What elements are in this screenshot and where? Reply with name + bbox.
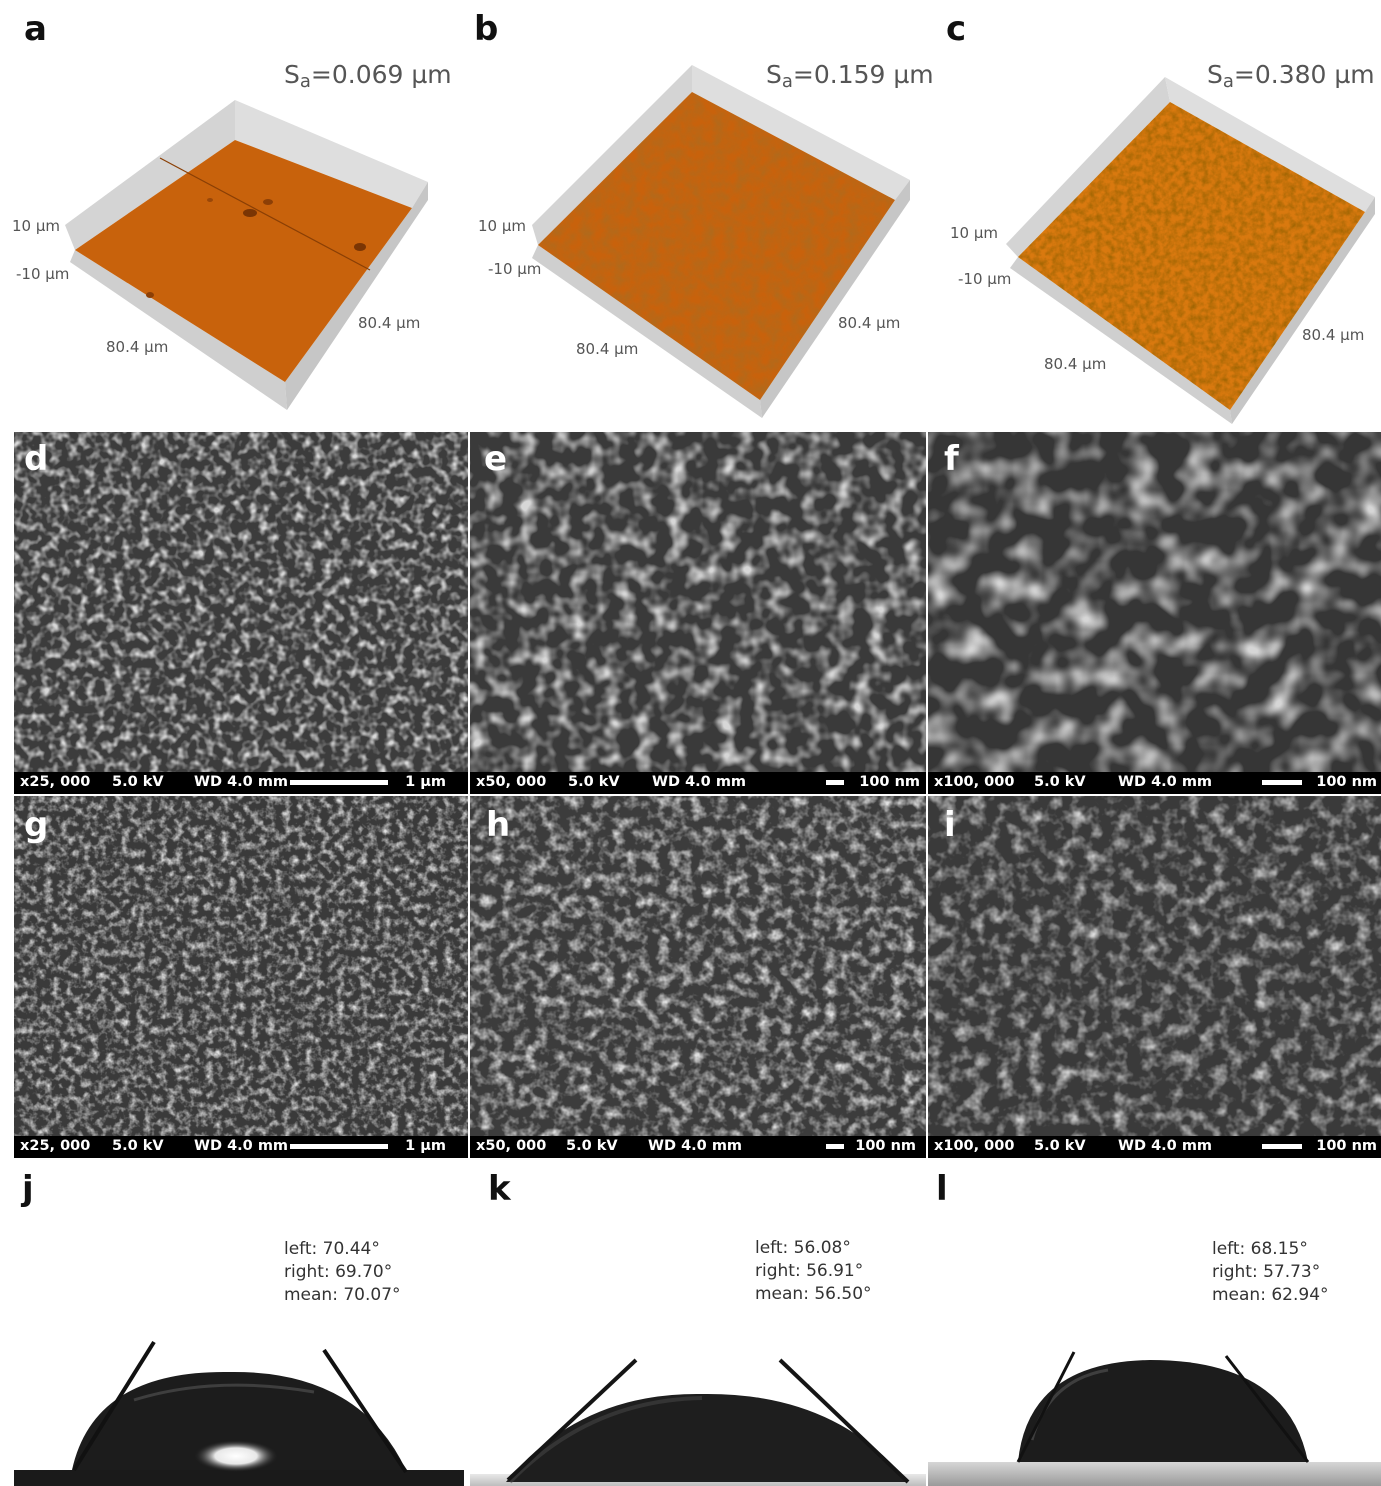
sem-image-h: h x50, 000 5.0 kV WD 4.0 mm 100 nm [470,796,926,1158]
contact-angle-readout-l: left: 68.15° right: 57.73° mean: 62.94° [1212,1238,1329,1307]
mean-angle: mean: 70.07° [284,1285,401,1305]
right-angle: right: 57.73° [1212,1262,1321,1282]
surface-plot-c [1006,77,1375,424]
x-axis-label-a: 80.4 µm [106,338,169,356]
sem-voltage: 5.0 kV [1034,774,1086,790]
x-axis-label-c: 80.4 µm [1044,355,1107,373]
scale-bar-label: 100 nm [1316,1138,1377,1154]
y-axis-label-b: 80.4 µm [838,314,901,332]
sem-image-f: f x100, 000 5.0 kV WD 4.0 mm 100 nm [928,432,1381,794]
panel-label-g: g [24,805,49,845]
sem-image-i: i x100, 000 5.0 kV WD 4.0 mm 100 nm [928,796,1381,1158]
panel-label-a: a [24,9,47,49]
sem-magnification: x100, 000 [934,774,1015,790]
surface-plot-b [532,65,910,418]
z-bottom-label-b: -10 µm [488,260,542,278]
sa-value-b: Sa=0.159 µm [766,60,934,92]
sem-info-bar-g: x25, 000 5.0 kV WD 4.0 mm 1 µm [14,1136,468,1158]
sem-working-distance: WD 4.0 mm [648,1138,743,1154]
droplet-image-j [14,1340,464,1486]
contact-angle-readout-k: left: 56.08° right: 56.91° mean: 56.50° [755,1237,872,1306]
sem-magnification: x25, 000 [20,774,91,790]
scale-bar [826,780,844,785]
left-angle: left: 70.44° [284,1239,380,1259]
sem-image-g: g x25, 000 5.0 kV WD 4.0 mm 1 µm [14,796,468,1158]
z-bottom-label-a: -10 µm [16,265,70,283]
sem-voltage: 5.0 kV [566,1138,618,1154]
z-top-label-a: 10 µm [12,217,61,235]
sem-image-d: d x25, 000 5.0 kV WD 4.0 mm 1 µm [14,432,468,794]
droplet-image-l [928,1351,1381,1486]
sem-voltage: 5.0 kV [1034,1138,1086,1154]
scale-bar-label: 1 µm [405,774,446,790]
left-angle: left: 68.15° [1212,1239,1308,1259]
sem-working-distance: WD 4.0 mm [194,1138,289,1154]
scale-bar-label: 1 µm [405,1138,446,1154]
panel-label-h: h [486,805,511,845]
sem-voltage: 5.0 kV [112,1138,164,1154]
sem-magnification: x50, 000 [476,774,547,790]
droplet-image-k [470,1358,926,1486]
sem-magnification: x100, 000 [934,1138,1015,1154]
contact-angle-readout-j: left: 70.44° right: 69.70° mean: 70.07° [284,1238,401,1307]
z-top-label-c: 10 µm [950,224,999,242]
panel-label-l: l [936,1169,948,1209]
sem-magnification: x25, 000 [20,1138,91,1154]
panel-label-k: k [488,1169,511,1209]
scale-bar-label: 100 nm [855,1138,916,1154]
mean-angle: mean: 62.94° [1212,1285,1329,1305]
sem-voltage: 5.0 kV [568,774,620,790]
panel-label-d: d [24,439,49,479]
sem-info-bar-f: x100, 000 5.0 kV WD 4.0 mm 100 nm [928,772,1381,794]
sa-value-c: Sa=0.380 µm [1207,60,1375,92]
z-bottom-label-c: -10 µm [958,270,1012,288]
left-angle: left: 56.08° [755,1238,851,1258]
sem-voltage: 5.0 kV [112,774,164,790]
panel-label-b: b [474,9,499,49]
panel-label-j: j [22,1169,34,1209]
scale-bar [290,1144,388,1149]
panel-label-i: i [944,805,956,845]
sem-info-bar-i: x100, 000 5.0 kV WD 4.0 mm 100 nm [928,1136,1381,1158]
sem-image-e: e x50, 000 5.0 kV WD 4.0 mm 100 nm [470,432,926,794]
sem-info-bar-h: x50, 000 5.0 kV WD 4.0 mm 100 nm [470,1136,926,1158]
scale-bar [826,1144,844,1149]
panel-label-e: e [484,439,508,479]
sem-working-distance: WD 4.0 mm [652,774,747,790]
scale-bar [1262,1144,1302,1149]
z-top-label-b: 10 µm [478,217,527,235]
right-angle: right: 69.70° [284,1262,393,1282]
mean-angle: mean: 56.50° [755,1284,872,1304]
scale-bar-label: 100 nm [1316,774,1377,790]
sa-value-a: Sa=0.069 µm [284,60,452,92]
panel-label-f: f [944,439,959,479]
panel-label-c: c [946,9,967,49]
sem-working-distance: WD 4.0 mm [1118,774,1213,790]
sem-working-distance: WD 4.0 mm [194,774,289,790]
scale-bar [290,780,388,785]
x-axis-label-b: 80.4 µm [576,340,639,358]
sem-working-distance: WD 4.0 mm [1118,1138,1213,1154]
sem-magnification: x50, 000 [476,1138,547,1154]
sem-info-bar-d: x25, 000 5.0 kV WD 4.0 mm 1 µm [14,772,468,794]
scale-bar-label: 100 nm [859,774,920,790]
sem-info-bar-e: x50, 000 5.0 kV WD 4.0 mm 100 nm [470,772,926,794]
y-axis-label-a: 80.4 µm [358,314,421,332]
scale-bar [1262,780,1302,785]
y-axis-label-c: 80.4 µm [1302,326,1365,344]
right-angle: right: 56.91° [755,1261,864,1281]
surface-plot-a [65,100,428,410]
